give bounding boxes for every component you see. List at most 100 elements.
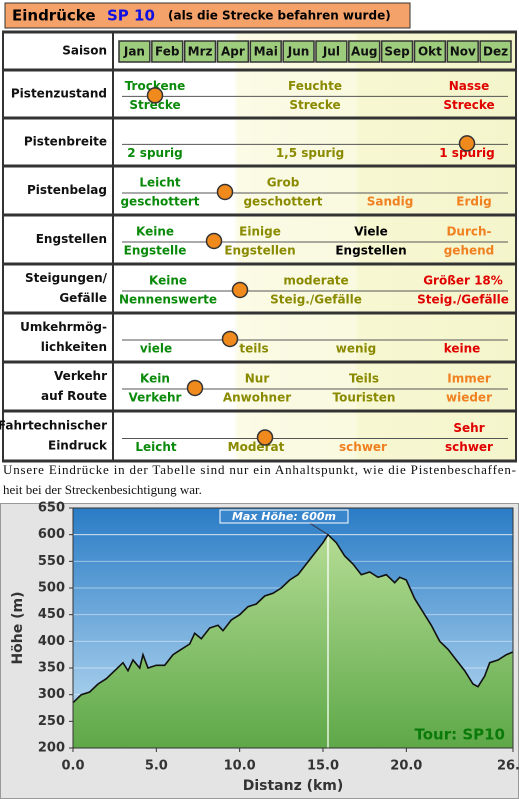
option-bottom: Sandig xyxy=(367,194,414,208)
caption-line: heit bei der Streckenbesichtigung war. xyxy=(3,482,202,497)
x-tick-label: 10.0 xyxy=(224,759,256,774)
y-tick-label: 300 xyxy=(38,687,65,702)
row-label: Fahrtechnischer xyxy=(0,419,107,433)
header-box xyxy=(4,2,411,29)
option-top: Immer xyxy=(447,371,491,385)
option-bottom: Engstellen xyxy=(335,243,406,257)
row-border xyxy=(2,409,517,413)
option-top: Sehr xyxy=(453,421,484,435)
month-label: Feb xyxy=(155,45,180,59)
month-label: Jun xyxy=(287,45,310,59)
month-label: Nov xyxy=(450,45,476,59)
month-box xyxy=(380,40,414,63)
month-box xyxy=(183,40,217,63)
rating-dot xyxy=(186,379,204,397)
row-border xyxy=(2,68,517,72)
area-fill xyxy=(73,534,513,748)
month-label: Aug xyxy=(351,45,377,59)
option-top: Keine xyxy=(149,273,187,287)
option-bottom: gehend xyxy=(444,243,495,257)
month-label: Okt xyxy=(418,45,442,59)
row-border xyxy=(2,360,517,364)
option-bottom: Touristen xyxy=(333,390,396,404)
row-border xyxy=(2,30,517,34)
row-label: Saison xyxy=(62,44,107,58)
x-tick-label: 0.0 xyxy=(61,759,84,774)
option-bottom: Leicht xyxy=(135,440,177,454)
row-label: Pistenbelag xyxy=(27,183,107,197)
table-right xyxy=(515,32,517,461)
y-tick-label: 400 xyxy=(38,634,65,649)
table: Saison Jan Feb Mrz Apr Mai Jun Jul Aug Sep Okt Nov D… xyxy=(0,30,517,497)
annotation-text: Max Höhe: 600m xyxy=(232,510,336,523)
row-border xyxy=(2,116,517,120)
option-bottom: Engstelle xyxy=(124,243,187,257)
month-box xyxy=(118,40,151,63)
option-top: Grob xyxy=(267,175,300,189)
rating-dot xyxy=(146,87,164,104)
row-border xyxy=(2,262,517,266)
option-bottom: wenig xyxy=(336,341,376,355)
option-top: Nur xyxy=(245,371,270,385)
chart: 200 250 300 350 400 450 500 550 600 650 0.0 5.0 10.0… xyxy=(0,501,519,799)
option-top: Viele xyxy=(354,224,388,238)
option-top: Teils xyxy=(349,371,379,385)
option-bottom: Moderat xyxy=(228,440,285,454)
row-label: Steigungen/ xyxy=(25,271,108,285)
y-tick-label: 600 xyxy=(38,527,65,542)
plot-border xyxy=(72,507,514,749)
label-column xyxy=(3,32,113,461)
month-label: Jan xyxy=(123,45,145,59)
month-label: Mai xyxy=(254,45,278,59)
caption-line: Unsere Eindrücke in der Tabelle sind nur… xyxy=(3,462,516,477)
row-border xyxy=(2,459,517,463)
option-bottom: keine xyxy=(444,341,481,355)
x-tick-label: 20.0 xyxy=(390,759,422,774)
option-top: Leicht xyxy=(139,175,181,189)
option-bottom: geschottert xyxy=(120,194,199,208)
option-bottom: Engstellen xyxy=(224,243,295,257)
month-box xyxy=(446,40,479,63)
x-tick-label: 15.0 xyxy=(307,759,339,774)
option-bottom: Verkehr xyxy=(129,390,182,404)
month-box xyxy=(216,40,250,63)
y-tick-label: 350 xyxy=(38,661,65,676)
x-tick-label: 26.4 xyxy=(497,759,519,774)
row-label: lichkeiten xyxy=(41,340,107,354)
row-border xyxy=(2,311,517,315)
option-top: Größer 18% xyxy=(423,273,503,287)
month-box xyxy=(348,40,381,63)
y-axis-label: Höhe (m) xyxy=(10,591,26,664)
option-bottom: schwer xyxy=(445,440,493,454)
chart-title: Tour: SP10 xyxy=(414,726,505,744)
y-tick-label: 200 xyxy=(38,741,65,756)
option-bottom: Nennenswerte xyxy=(119,292,217,306)
option-bottom: Steig./Gefälle xyxy=(270,292,362,306)
header-code: SP 10 xyxy=(107,7,155,25)
row-label: Eindruck xyxy=(48,439,108,453)
option-bottom: schwer xyxy=(339,440,387,454)
option-bottom: viele xyxy=(140,341,172,355)
table-bg xyxy=(113,32,516,461)
option-bottom: Strecke xyxy=(289,98,340,112)
month-box xyxy=(315,40,348,63)
month-box xyxy=(282,40,315,63)
rating-dot xyxy=(216,183,234,201)
y-tick-label: 550 xyxy=(38,554,65,569)
month-label: Sep xyxy=(384,45,410,59)
x-axis-label: Distanz (km) xyxy=(243,778,344,794)
option-bottom: Erdig xyxy=(456,194,491,208)
table-left xyxy=(2,32,4,461)
option-bottom: geschottert xyxy=(243,194,322,208)
y-tick-label: 250 xyxy=(38,714,65,729)
column-divider xyxy=(112,32,114,461)
row-label: Verkehr xyxy=(54,369,107,383)
option-top: Feuchte xyxy=(288,79,342,93)
elevation-line xyxy=(72,533,514,704)
option-bottom: wieder xyxy=(446,390,492,404)
header-title: Eindrücke xyxy=(12,7,96,25)
option-top: Kein xyxy=(140,371,170,385)
option-bottom: Strecke xyxy=(129,98,180,112)
annotation-box xyxy=(219,509,349,524)
